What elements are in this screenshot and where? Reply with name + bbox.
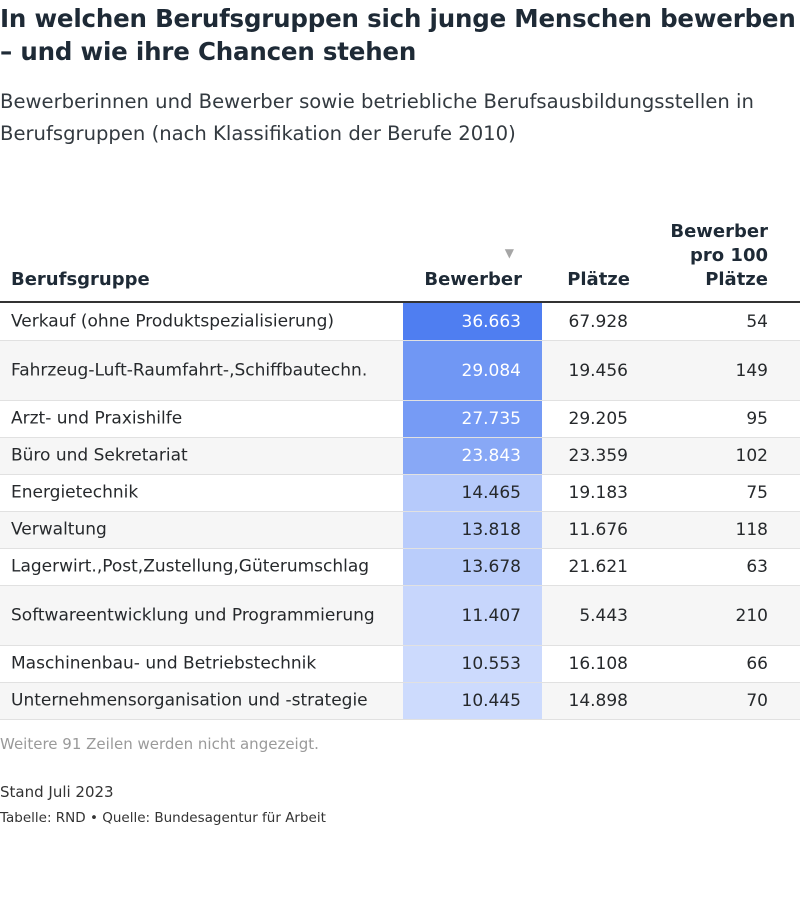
- cell-bewerber: 11.407: [403, 586, 542, 645]
- header-rule: [0, 301, 800, 303]
- cell-ratio: 54: [746, 311, 768, 332]
- table-row: Arzt- und Praxishilfe 27.735 29.205 95: [0, 401, 800, 438]
- cell-plaetze: 19.456: [568, 360, 628, 381]
- table-row: Büro und Sekretariat 23.843 23.359 102: [0, 438, 800, 475]
- source-credit: Tabelle: RND • Quelle: Bundesagentur für…: [0, 810, 326, 826]
- cell-berufsgruppe: Energietechnik: [11, 482, 139, 503]
- table-row: Unternehmensorganisation und -strategie 1…: [0, 683, 800, 720]
- cell-ratio: 210: [735, 605, 768, 626]
- table-row: Verwaltung 13.818 11.676 118: [0, 512, 800, 549]
- cell-berufsgruppe: Büro und Sekretariat: [11, 445, 188, 466]
- cell-bewerber: 10.445: [403, 683, 542, 719]
- cell-bewerber: 13.818: [403, 512, 542, 548]
- cell-bewerber: 23.843: [403, 438, 542, 474]
- cell-bewerber: 27.735: [403, 401, 542, 437]
- cell-bewerber-value: 13.818: [461, 520, 521, 540]
- table-row: Maschinenbau- und Betriebstechnik 10.553 1…: [0, 646, 800, 683]
- column-header-bewerber[interactable]: Bewerber: [424, 269, 522, 290]
- cell-plaetze: 67.928: [568, 311, 628, 332]
- cell-plaetze: 5.443: [579, 605, 628, 626]
- cell-bewerber-value: 27.735: [461, 409, 521, 429]
- page-subtitle: Bewerberinnen und Bewerber sowie betrieb…: [0, 90, 754, 145]
- cell-plaetze: 21.621: [568, 557, 628, 577]
- cell-bewerber-value: 23.843: [461, 446, 521, 466]
- cell-berufsgruppe: Unternehmensorganisation und -strategie: [11, 690, 368, 711]
- cell-berufsgruppe: Softwareentwicklung und Programmierung: [11, 605, 375, 625]
- cell-bewerber-value: 13.678: [461, 557, 521, 577]
- cell-bewerber: 10.553: [403, 646, 542, 682]
- cell-ratio: 66: [746, 654, 768, 674]
- cell-berufsgruppe: Lagerwirt.,Post,Zustellung,Güterumschlag: [11, 556, 370, 577]
- table-row: Verkauf (ohne Produktspezialisierung) 36.…: [0, 303, 800, 341]
- cell-plaetze: 29.205: [568, 409, 628, 429]
- cell-ratio: 70: [746, 691, 768, 711]
- cell-bewerber-value: 29.084: [461, 360, 521, 381]
- cell-ratio: 95: [746, 409, 768, 429]
- column-header-ratio[interactable]: Bewerber pro 100 Plätze: [670, 221, 768, 290]
- table-body: Verkauf (ohne Produktspezialisierung) 36.…: [0, 303, 800, 720]
- cell-ratio: 102: [735, 446, 768, 466]
- table-row: Energietechnik 14.465 19.183 75: [0, 475, 800, 512]
- cell-bewerber-value: 36.663: [461, 311, 521, 332]
- cell-berufsgruppe: Fahrzeug-Luft-Raumfahrt-,Schiffbautechn.: [11, 360, 368, 380]
- column-header-berufsgruppe[interactable]: Berufsgruppe: [11, 269, 150, 290]
- cell-plaetze: 14.898: [568, 691, 628, 711]
- table-row: Fahrzeug-Luft-Raumfahrt-,Schiffbautechn.…: [0, 341, 800, 401]
- cell-bewerber: 14.465: [403, 475, 542, 511]
- cell-bewerber-value: 14.465: [461, 483, 521, 503]
- cell-bewerber: 29.084: [403, 341, 542, 400]
- page-title: In welchen Berufsgruppen sich junge Mens…: [0, 4, 796, 66]
- cell-bewerber: 13.678: [403, 549, 542, 585]
- sort-down-icon[interactable]: ▼: [504, 246, 514, 260]
- cell-ratio: 149: [735, 360, 768, 381]
- cell-plaetze: 23.359: [568, 446, 628, 466]
- cell-bewerber-value: 10.445: [461, 691, 521, 711]
- cell-bewerber: 36.663: [403, 303, 542, 340]
- cell-berufsgruppe: Arzt- und Praxishilfe: [11, 408, 183, 429]
- cell-berufsgruppe: Verwaltung: [11, 519, 107, 540]
- column-header-plaetze[interactable]: Plätze: [567, 269, 630, 290]
- cell-berufsgruppe: Maschinenbau- und Betriebstechnik: [11, 653, 317, 674]
- cell-ratio: 118: [735, 520, 768, 540]
- cell-ratio: 63: [746, 557, 768, 577]
- cell-plaetze: 19.183: [568, 483, 628, 503]
- cell-plaetze: 11.676: [568, 520, 628, 540]
- cell-berufsgruppe: Verkauf (ohne Produktspezialisierung): [11, 311, 334, 331]
- cell-plaetze: 16.108: [568, 654, 628, 674]
- stand-date: Stand Juli 2023: [0, 783, 114, 801]
- table-header: Berufsgruppe Bewerber Plätze Bewerber pr…: [0, 210, 800, 302]
- table-row: Lagerwirt.,Post,Zustellung,Güterumschlag…: [0, 549, 800, 586]
- more-rows-note: Weitere 91 Zeilen werden nicht angezeigt…: [0, 735, 319, 753]
- cell-bewerber-value: 10.553: [461, 654, 521, 674]
- table-row: Softwareentwicklung und Programmierung 11…: [0, 586, 800, 646]
- cell-ratio: 75: [746, 483, 768, 503]
- cell-bewerber-value: 11.407: [461, 605, 521, 626]
